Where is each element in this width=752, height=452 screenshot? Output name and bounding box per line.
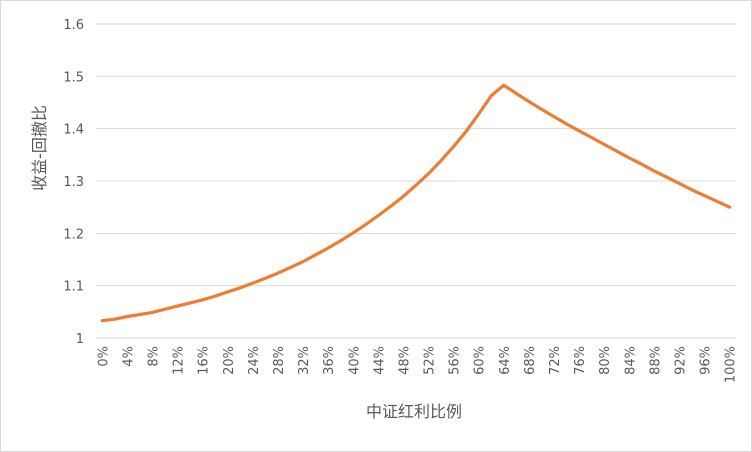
x-tick-label: 48% (397, 346, 412, 375)
y-tick-label: 1.1 (63, 280, 84, 295)
y-tick-label: 1.3 (63, 175, 84, 190)
x-tick-label: 12% (172, 346, 187, 375)
y-tick-label: 1.2 (63, 227, 84, 242)
y-tick-label: 1 (76, 332, 84, 347)
x-tick-label: 84% (623, 346, 638, 375)
x-tick-label: 80% (598, 346, 613, 375)
x-axis-ticks: 0% 4% 8% 12% 16% 20% 24% 28% 32% 36% 40% 44% 48% 52% 5… (96, 346, 738, 383)
x-tick-label: 40% (347, 346, 362, 375)
x-tick-label: 44% (372, 346, 387, 375)
series-layer (100, 83, 732, 323)
x-tick-label: 56% (448, 346, 463, 375)
y-tick-label: 1.6 (63, 18, 84, 33)
x-tick-label: 28% (272, 346, 287, 375)
y-tick-label: 1.4 (63, 123, 84, 138)
x-tick-label: 60% (473, 346, 488, 375)
x-tick-label: 64% (498, 346, 513, 375)
x-tick-label: 24% (247, 346, 262, 375)
x-tick-label: 4% (121, 346, 136, 367)
x-tick-label: 92% (674, 346, 689, 375)
x-tick-label: 0% (96, 346, 111, 367)
series-line (100, 83, 732, 323)
x-tick-label: 88% (648, 346, 663, 375)
x-tick-label: 68% (523, 346, 538, 375)
x-axis-title: 中证红利比例 (366, 402, 462, 421)
y-tick-label: 1.5 (63, 70, 84, 85)
x-tick-label: 100% (724, 346, 739, 383)
x-tick-label: 96% (699, 346, 714, 375)
x-tick-label: 72% (548, 346, 563, 375)
x-tick-label: 20% (222, 346, 237, 375)
x-tick-label: 76% (573, 346, 588, 375)
y-axis-title: 收益-回撤比 (30, 105, 49, 191)
x-tick-label: 8% (146, 346, 161, 367)
x-tick-label: 52% (423, 346, 438, 375)
x-tick-label: 16% (197, 346, 212, 375)
y-axis-ticks: 1 1.1 1.2 1.3 1.4 1.5 1.6 (63, 18, 84, 347)
x-tick-label: 36% (322, 346, 337, 375)
x-tick-label: 32% (297, 346, 312, 375)
grid-lines (96, 23, 736, 339)
